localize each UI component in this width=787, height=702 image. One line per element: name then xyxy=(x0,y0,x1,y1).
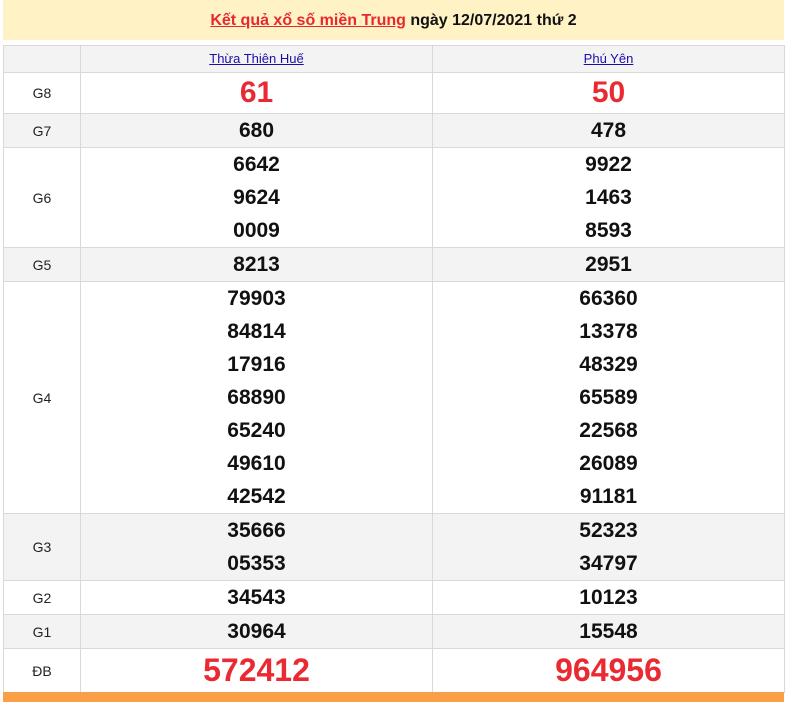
prize-number: 91181 xyxy=(579,485,638,508)
prize-cell: 30964 xyxy=(80,614,433,649)
prize-label: G3 xyxy=(3,513,81,581)
prize-number: 964956 xyxy=(555,652,662,688)
prize-row: G6 6642 9624 0009 9922 1463 8593 xyxy=(3,147,785,248)
prize-row: G8 61 50 xyxy=(3,72,785,114)
prize-number: 66360 xyxy=(579,287,638,310)
prize-cell: 50 xyxy=(432,72,785,114)
prize-number: 478 xyxy=(590,119,627,142)
province-header: Phú Yên xyxy=(432,45,785,73)
prize-row: G1 30964 15548 xyxy=(3,614,785,649)
table-header-row: Thừa Thiên Huế Phú Yên xyxy=(3,45,785,73)
prize-cell: 680 xyxy=(80,113,433,148)
prize-cell: 572412 xyxy=(80,648,433,693)
prize-cell: 52323 34797 xyxy=(432,513,785,581)
prize-number: 8213 xyxy=(233,253,280,276)
prize-cell: 478 xyxy=(432,113,785,148)
prize-label: G6 xyxy=(3,147,81,248)
prize-number: 68890 xyxy=(227,386,286,409)
prize-cell: 9922 1463 8593 xyxy=(432,147,785,248)
prize-label: G1 xyxy=(3,614,81,649)
prize-number: 52323 xyxy=(579,519,638,542)
prize-number: 13378 xyxy=(579,320,638,343)
prize-number: 9922 xyxy=(585,153,632,176)
prize-number: 572412 xyxy=(203,652,310,688)
prize-number: 8593 xyxy=(585,219,632,242)
mien-trung-link[interactable]: Kết quả xổ số miền Trung xyxy=(210,12,406,29)
province-link-phu-yen[interactable]: Phú Yên xyxy=(583,51,634,66)
prize-row: G5 8213 2951 xyxy=(3,247,785,282)
prize-label: G8 xyxy=(3,72,81,114)
prize-number: 48329 xyxy=(579,353,638,376)
prize-number: 30964 xyxy=(227,620,286,643)
prize-number: 9624 xyxy=(233,186,280,209)
prize-label: G4 xyxy=(3,281,81,514)
prize-row: G7 680 478 xyxy=(3,113,785,148)
prize-cell: 61 xyxy=(80,72,433,114)
prize-label: ĐB xyxy=(3,648,81,693)
prize-number: 1463 xyxy=(585,186,632,209)
prize-cell: 6642 9624 0009 xyxy=(80,147,433,248)
header-empty-cell xyxy=(3,45,81,73)
prize-cell: 8213 xyxy=(80,247,433,282)
prize-cell: 2951 xyxy=(432,247,785,282)
prize-cell: 35666 05353 xyxy=(80,513,433,581)
prize-number: 10123 xyxy=(579,586,638,609)
prize-cell: 15548 xyxy=(432,614,785,649)
prize-number: 17916 xyxy=(227,353,286,376)
prize-row: ĐB 572412 964956 xyxy=(3,648,785,693)
prize-number: 79903 xyxy=(227,287,286,310)
prize-row: G4 79903 84814 17916 68890 65240 49610 42542 663… xyxy=(3,281,785,514)
date-text: ngày 12/07/2021 thứ 2 xyxy=(405,12,577,29)
prize-number: 35666 xyxy=(227,519,286,542)
prize-number: 15548 xyxy=(579,620,638,643)
prize-row: G2 34543 10123 xyxy=(3,580,785,615)
prize-cell: 10123 xyxy=(432,580,785,615)
prize-number: 61 xyxy=(239,76,274,109)
prize-label: G7 xyxy=(3,113,81,148)
prize-number: 6642 xyxy=(233,153,280,176)
prize-number: 2951 xyxy=(585,253,632,276)
prize-number: 680 xyxy=(238,119,275,142)
prize-row: G3 35666 05353 52323 34797 xyxy=(3,513,785,581)
prize-label: G2 xyxy=(3,580,81,615)
prize-cell: 964956 xyxy=(432,648,785,693)
prize-number: 49610 xyxy=(227,452,286,475)
prize-cell: 34543 xyxy=(80,580,433,615)
prize-cell: 66360 13378 48329 65589 22568 26089 91181 xyxy=(432,281,785,514)
prize-number: 42542 xyxy=(227,485,286,508)
prize-number: 34797 xyxy=(579,552,638,575)
prize-label: G5 xyxy=(3,247,81,282)
prize-number: 65240 xyxy=(227,419,286,442)
prize-number: 34543 xyxy=(227,586,286,609)
prize-number: 50 xyxy=(591,76,626,109)
prize-number: 05353 xyxy=(227,552,286,575)
prize-number: 22568 xyxy=(579,419,638,442)
province-link-thua-thien-hue[interactable]: Thừa Thiên Huế xyxy=(209,51,304,66)
prize-number: 0009 xyxy=(233,219,280,242)
prize-number: 84814 xyxy=(227,320,286,343)
prize-number: 26089 xyxy=(579,452,638,475)
footer-bar xyxy=(3,692,784,702)
province-header: Thừa Thiên Huế xyxy=(80,45,433,73)
results-title: Kết quả xổ số miền Trung ngày 12/07/2021… xyxy=(3,0,784,40)
prize-cell: 79903 84814 17916 68890 65240 49610 42542 xyxy=(80,281,433,514)
prize-number: 65589 xyxy=(579,386,638,409)
results-table: Thừa Thiên Huế Phú Yên G8 61 50 G7 680 478 G6 6… xyxy=(3,45,785,693)
